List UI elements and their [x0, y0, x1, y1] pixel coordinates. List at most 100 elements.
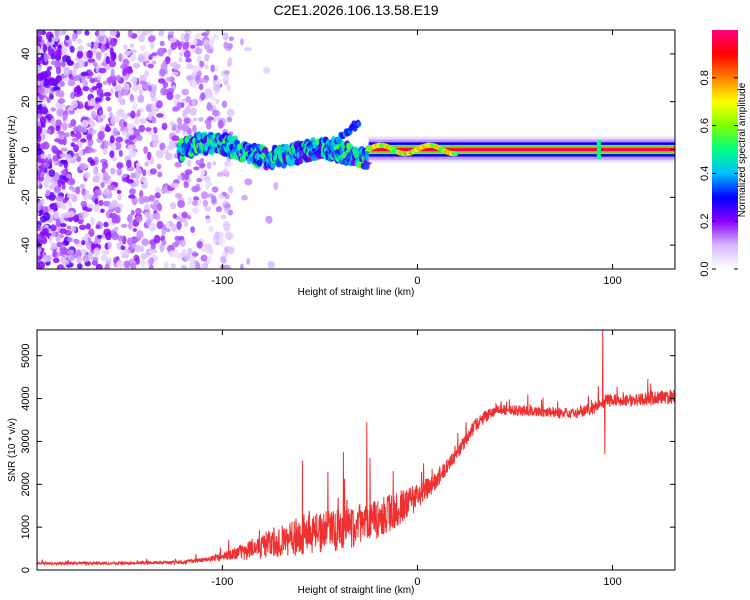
heatmap-cell: [115, 109, 124, 116]
heatmap-cell: [135, 215, 143, 223]
snr-y-tick-label: 0: [20, 567, 32, 573]
heatmap-cell: [117, 194, 122, 201]
heatmap-cell: [130, 262, 137, 269]
heatmap-cell: [55, 195, 63, 202]
heatmap-cell: [37, 103, 43, 111]
heatmap-cell: [108, 59, 117, 68]
heatmap-cell: [123, 68, 129, 73]
heatmap-cell: [153, 234, 161, 244]
snr-y-axis: 0 1000 2000 3000 4000 5000: [20, 343, 675, 573]
heatmap-cell: [51, 231, 57, 237]
heatmap-cell: [116, 189, 122, 195]
heatmap-cell: [67, 178, 76, 186]
heatmap-cell: [84, 30, 90, 36]
heatmap-cell: [191, 252, 199, 257]
heatmap-cell: [105, 56, 111, 65]
heatmap-cell: [60, 257, 67, 264]
heatmap-cell: [132, 62, 141, 69]
heatmap-cell: [68, 106, 73, 111]
heatmap-cell: [147, 63, 154, 69]
heatmap-cell: [37, 211, 40, 216]
heatmap-cell: [55, 219, 61, 228]
heatmap-cell: [193, 65, 200, 73]
heatmap-cell: [135, 207, 142, 215]
heatmap-cell: [41, 227, 49, 236]
heatmap-cell: [159, 40, 165, 47]
heatmap-cell: [152, 126, 158, 134]
heatmap-cell: [224, 247, 229, 254]
heatmap-cell: [65, 173, 72, 179]
heatmap-cell: [66, 249, 75, 255]
heatmap-cell: [96, 82, 103, 89]
heatmap-cell: [39, 153, 47, 159]
heatmap-cell: [49, 202, 58, 211]
heatmap-cell: [191, 200, 198, 206]
spectrogram-heatmap: [37, 30, 675, 269]
heatmap-cell: [110, 116, 116, 126]
heatmap-cell: [169, 182, 177, 188]
heatmap-cell: [171, 135, 180, 142]
heatmap-cell: [64, 35, 70, 41]
heatmap-cell: [185, 96, 191, 103]
heatmap-cell: [263, 66, 271, 75]
snr-x-tick-label: -100: [211, 576, 233, 588]
heatmap-cell: [117, 235, 124, 242]
heatmap-cell: [127, 30, 133, 38]
heatmap-cell: [171, 71, 179, 76]
heatmap-cell: [223, 80, 228, 86]
heatmap-cell: [59, 133, 64, 139]
spectrogram-y-tick-label: -40: [20, 237, 32, 253]
heatmap-cell: [184, 33, 190, 42]
heatmap-cell: [336, 138, 342, 145]
colorbar-tick-label: 0.4: [699, 166, 711, 181]
heatmap-cell: [221, 100, 227, 108]
heatmap-cell: [61, 204, 67, 210]
heatmap-cell: [37, 38, 42, 43]
heatmap-cell: [193, 117, 198, 122]
heatmap-cell: [66, 225, 72, 230]
heatmap-cell: [136, 109, 141, 117]
heatmap-cell: [167, 31, 175, 36]
heatmap-cell: [138, 168, 143, 175]
heatmap-cell: [183, 181, 189, 189]
heatmap-cell: [129, 258, 136, 263]
heatmap-cell: [195, 74, 201, 81]
heatmap-cell: [122, 173, 128, 178]
heatmap-cell: [147, 85, 152, 92]
heatmap-cell: [144, 211, 151, 217]
heatmap-cell: [151, 35, 156, 41]
heatmap-cell: [52, 86, 61, 92]
heatmap-spike: [596, 139, 601, 159]
heatmap-cell: [244, 178, 253, 186]
colorbar-gradient: [712, 30, 738, 269]
heatmap-cell: [55, 66, 62, 75]
heatmap-cell: [205, 30, 211, 35]
heatmap-cell: [185, 57, 192, 63]
heatmap-cell: [217, 119, 224, 129]
snr-x-tick-label: 0: [414, 576, 420, 588]
heatmap-cell: [129, 93, 134, 102]
heatmap-cell: [136, 134, 143, 142]
heatmap-cell: [37, 134, 42, 143]
heatmap-cell: [107, 241, 112, 250]
heatmap-ridge-band: [368, 148, 675, 151]
colorbar-tick-label: 0.8: [699, 70, 711, 85]
heatmap-cell: [86, 241, 93, 250]
heatmap-cell: [204, 64, 209, 70]
spectrogram-y-axis: -40 -20 0 20 40: [20, 48, 675, 253]
heatmap-cell: [204, 248, 212, 253]
heatmap-cell: [82, 255, 89, 263]
heatmap-cell: [190, 226, 196, 234]
heatmap-cell: [113, 226, 119, 232]
heatmap-cell: [157, 171, 163, 178]
heatmap-cell: [107, 77, 112, 86]
heatmap-cell: [189, 107, 197, 116]
heatmap-cell: [177, 41, 182, 50]
heatmap-cell: [168, 37, 177, 43]
heatmap-cell: [78, 212, 85, 221]
heatmap-cell: [172, 213, 177, 219]
heatmap-cell: [104, 126, 112, 132]
heatmap-cell: [187, 247, 193, 255]
heatmap-cell: [75, 84, 81, 94]
heatmap-cell: [178, 52, 184, 57]
